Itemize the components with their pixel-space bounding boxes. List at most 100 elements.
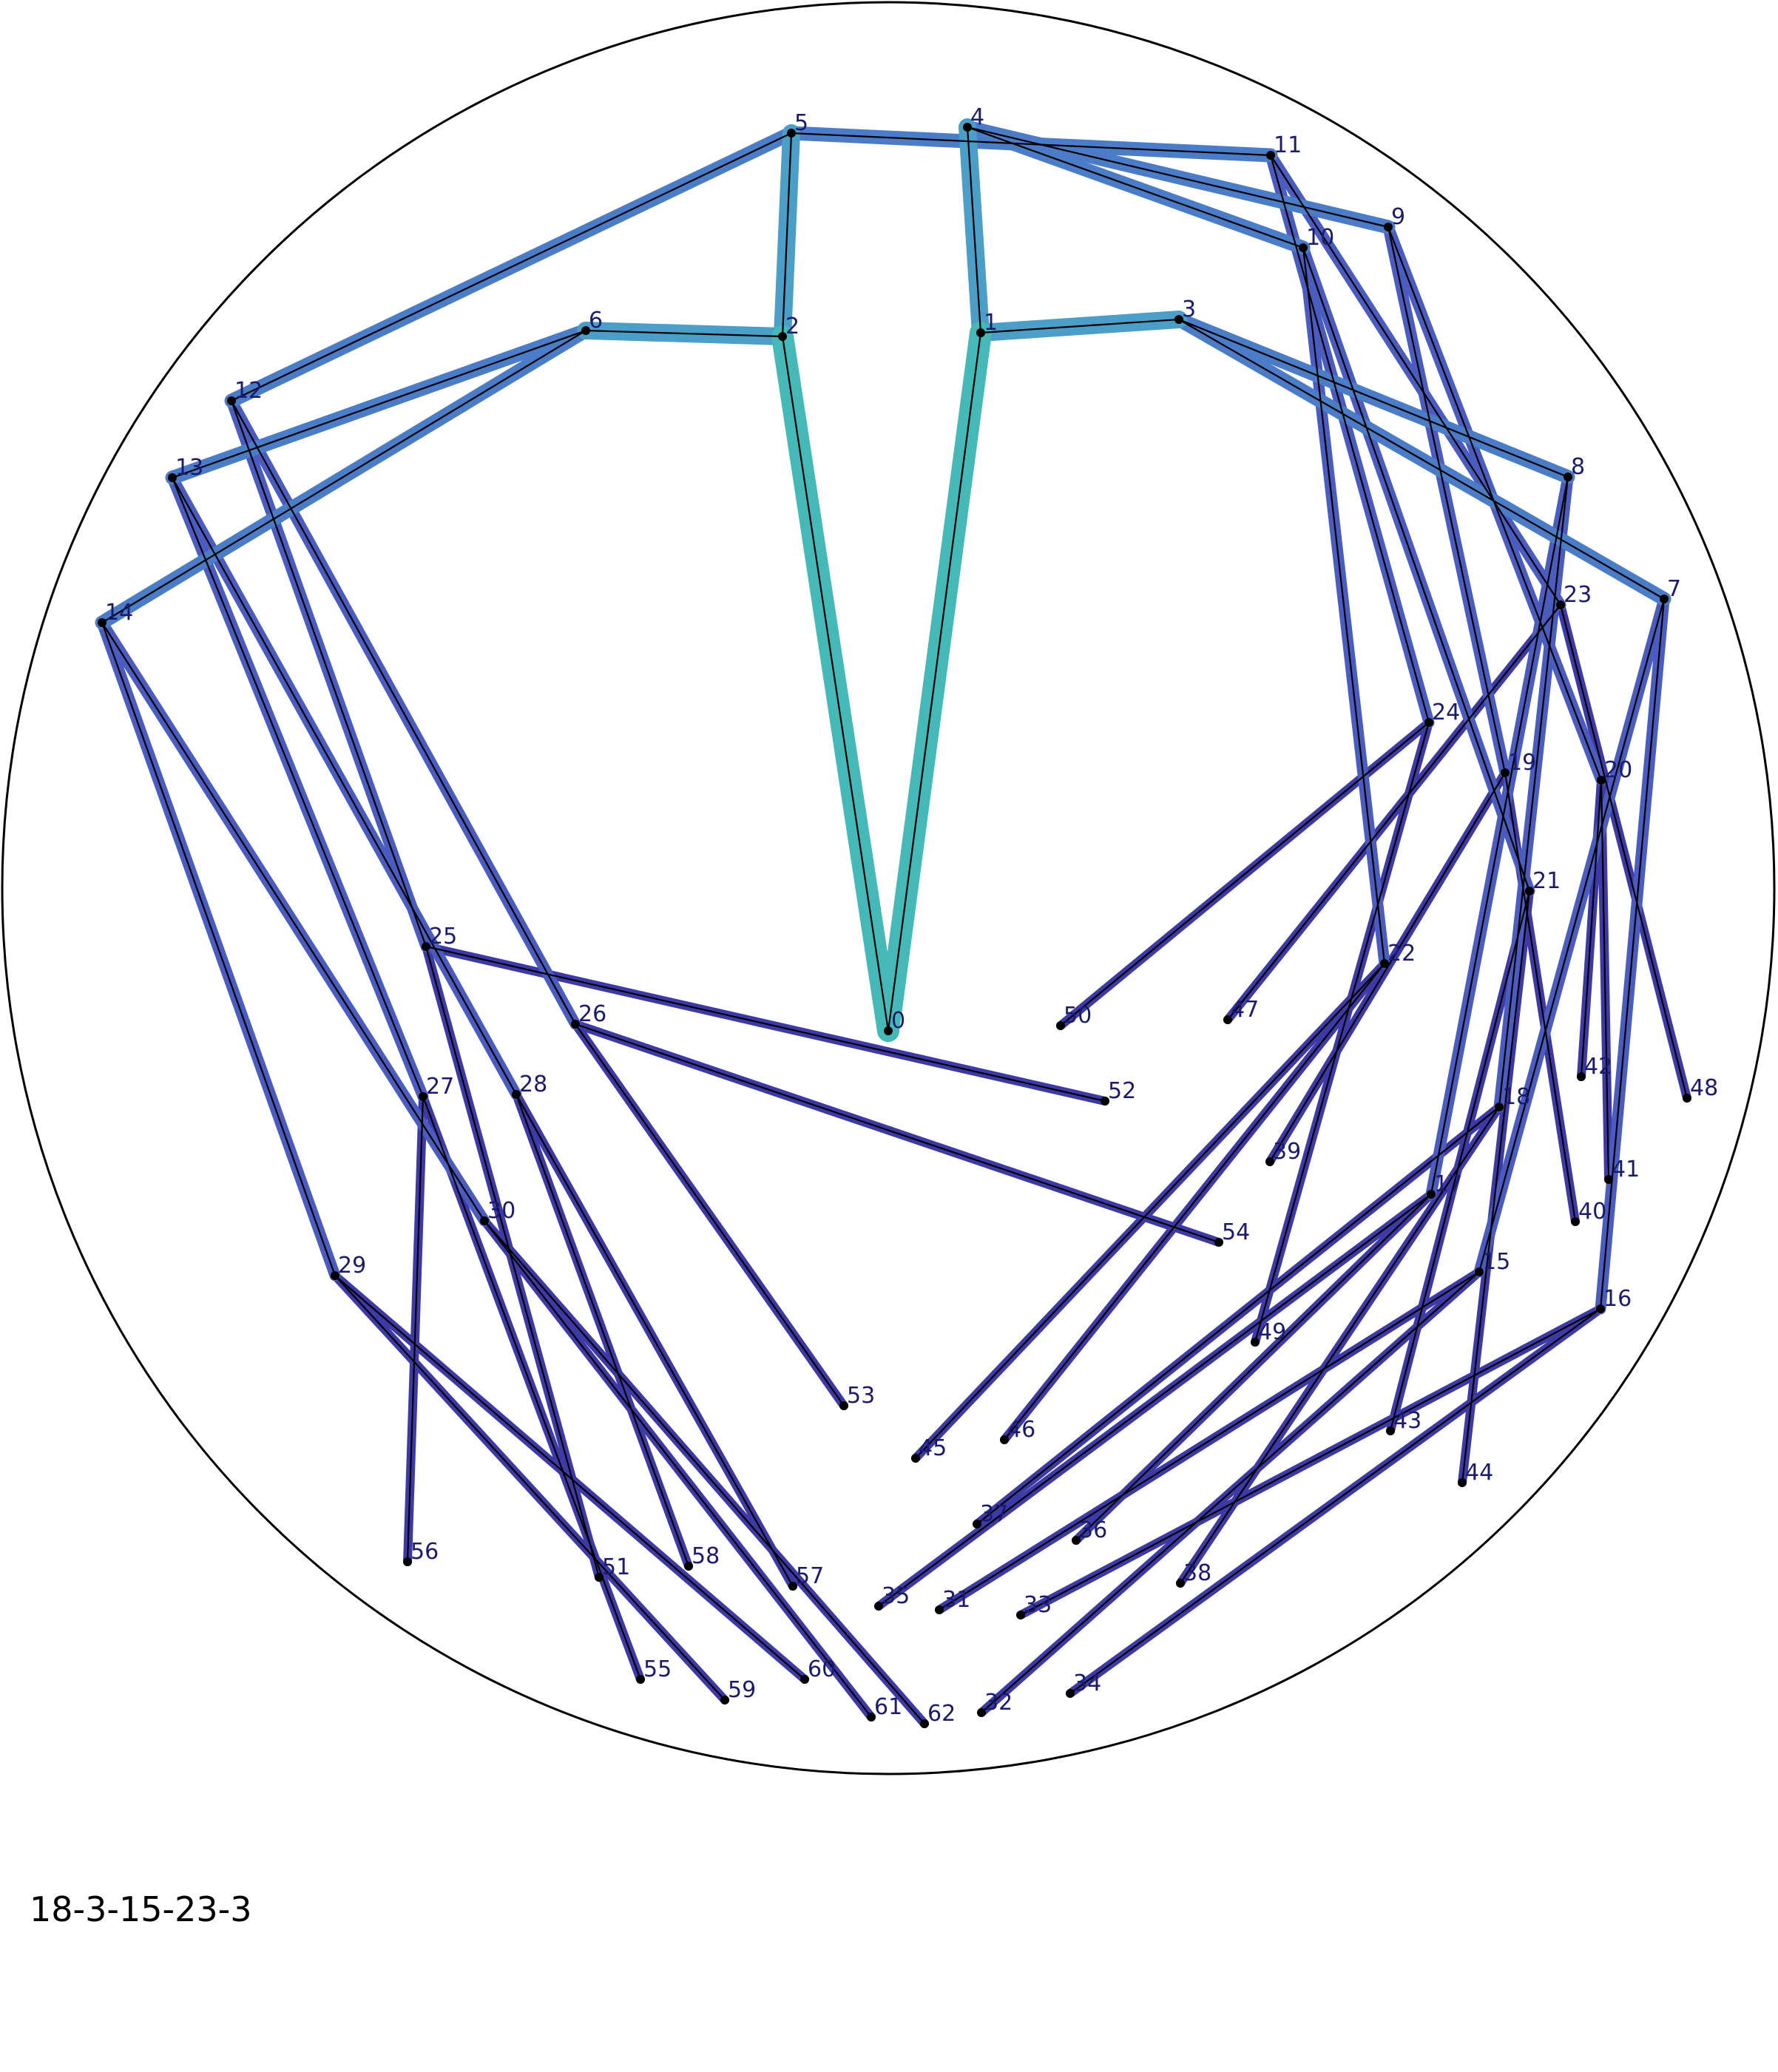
node-49 bbox=[1251, 1338, 1260, 1347]
node-28 bbox=[512, 1090, 521, 1099]
node-44 bbox=[1458, 1478, 1467, 1487]
edge-core-28-58 bbox=[515, 1094, 690, 1567]
node-dots bbox=[98, 123, 1691, 1728]
node-label-44: 44 bbox=[1465, 1460, 1493, 1486]
node-label-18: 18 bbox=[1502, 1084, 1530, 1110]
node-label-49: 49 bbox=[1258, 1319, 1286, 1345]
node-label-3: 3 bbox=[1182, 297, 1196, 322]
node-label-10: 10 bbox=[1306, 225, 1334, 251]
node-label-39: 39 bbox=[1273, 1139, 1301, 1165]
edge-core-21-44 bbox=[1461, 890, 1531, 1483]
edge-core-14-29 bbox=[101, 622, 337, 1276]
node-label-42: 42 bbox=[1584, 1054, 1612, 1080]
edge-core-13-27 bbox=[171, 477, 425, 1097]
node-7 bbox=[1660, 595, 1669, 603]
node-label-28: 28 bbox=[519, 1071, 547, 1097]
node-36 bbox=[1072, 1536, 1081, 1545]
node-label-35: 35 bbox=[882, 1583, 910, 1609]
node-11 bbox=[1266, 151, 1275, 160]
node-label-33: 33 bbox=[1024, 1592, 1052, 1618]
edge-core-3-7 bbox=[1178, 319, 1665, 600]
edge-core-25-52 bbox=[425, 945, 1106, 1103]
edge-core-19-40 bbox=[1504, 772, 1577, 1222]
node-32 bbox=[977, 1708, 986, 1717]
edge-core-16-34 bbox=[1069, 1308, 1601, 1694]
edge-core-26-54 bbox=[575, 1023, 1220, 1244]
node-57 bbox=[788, 1582, 797, 1591]
node-46 bbox=[1000, 1435, 1009, 1444]
node-52 bbox=[1101, 1097, 1109, 1106]
node-3 bbox=[1174, 315, 1183, 324]
node-24 bbox=[1424, 718, 1433, 727]
node-43 bbox=[1386, 1426, 1395, 1435]
edge-core-12-26 bbox=[231, 400, 576, 1025]
node-2 bbox=[778, 332, 787, 341]
edge-core-10-22 bbox=[1302, 247, 1386, 964]
node-30 bbox=[480, 1216, 489, 1225]
edge-core-22-45 bbox=[915, 963, 1385, 1459]
edge-core-29-59 bbox=[334, 1275, 726, 1701]
node-label-37: 37 bbox=[980, 1501, 1008, 1527]
edge-core-27-55 bbox=[422, 1096, 642, 1680]
edge-core-30-61 bbox=[484, 1220, 872, 1718]
edge-core-1-4 bbox=[966, 126, 982, 334]
edge-core-7-15 bbox=[1478, 598, 1666, 1273]
node-label-1: 1 bbox=[984, 310, 998, 336]
edge-core-19-39 bbox=[1269, 772, 1506, 1162]
node-label-13: 13 bbox=[175, 455, 203, 481]
edge-core-16-33 bbox=[1020, 1308, 1601, 1616]
node-label-38: 38 bbox=[1183, 1560, 1211, 1586]
node-label-7: 7 bbox=[1667, 576, 1681, 602]
node-label-26: 26 bbox=[578, 1001, 606, 1027]
node-14 bbox=[98, 618, 107, 627]
node-18 bbox=[1495, 1103, 1504, 1111]
edge-core-5-12 bbox=[231, 132, 792, 402]
edge-core-18-37 bbox=[976, 1106, 1500, 1525]
node-26 bbox=[571, 1020, 580, 1029]
node-37 bbox=[973, 1520, 981, 1528]
node-23 bbox=[1556, 600, 1565, 609]
edge-core-6-14 bbox=[101, 330, 587, 623]
edge-core-4-10 bbox=[967, 126, 1304, 249]
node-17 bbox=[1427, 1190, 1436, 1199]
node-31 bbox=[935, 1605, 944, 1614]
edge-core-11-23 bbox=[1270, 155, 1561, 606]
node-29 bbox=[331, 1271, 339, 1280]
edge-core-8-17 bbox=[1430, 476, 1569, 1195]
node-34 bbox=[1066, 1689, 1075, 1698]
node-label-32: 32 bbox=[984, 1690, 1013, 1716]
node-33 bbox=[1016, 1611, 1025, 1619]
edge-core-0-2 bbox=[781, 336, 890, 1032]
node-27 bbox=[419, 1092, 427, 1101]
node-60 bbox=[800, 1675, 809, 1684]
node-58 bbox=[684, 1562, 693, 1571]
node-label-8: 8 bbox=[1571, 454, 1585, 480]
node-15 bbox=[1475, 1267, 1484, 1276]
node-61 bbox=[867, 1713, 876, 1721]
edge-core-26-53 bbox=[575, 1023, 845, 1406]
edge-core-17-35 bbox=[878, 1194, 1432, 1607]
node-label-56: 56 bbox=[410, 1539, 439, 1565]
edge-core-8-18 bbox=[1498, 476, 1569, 1108]
node-label-41: 41 bbox=[1612, 1157, 1640, 1182]
node-5 bbox=[787, 129, 796, 138]
node-10 bbox=[1299, 243, 1308, 252]
node-label-50: 50 bbox=[1064, 1003, 1092, 1029]
node-12 bbox=[227, 396, 236, 405]
node-label-22: 22 bbox=[1387, 941, 1416, 966]
edge-core-2-5 bbox=[781, 132, 793, 337]
node-16 bbox=[1596, 1304, 1605, 1313]
edge-core-11-24 bbox=[1269, 155, 1430, 723]
node-label-40: 40 bbox=[1578, 1199, 1606, 1225]
node-4 bbox=[963, 123, 972, 132]
node-22 bbox=[1380, 959, 1389, 968]
node-56 bbox=[403, 1557, 412, 1566]
node-1 bbox=[976, 328, 985, 337]
edge-core-15-31 bbox=[939, 1271, 1480, 1611]
bounding-circle bbox=[1, 1, 1776, 1775]
node-9 bbox=[1384, 223, 1393, 231]
edge-core-20-42 bbox=[1580, 779, 1603, 1077]
edge-core-4-9 bbox=[967, 126, 1389, 228]
edge-core-17-36 bbox=[1075, 1194, 1432, 1541]
